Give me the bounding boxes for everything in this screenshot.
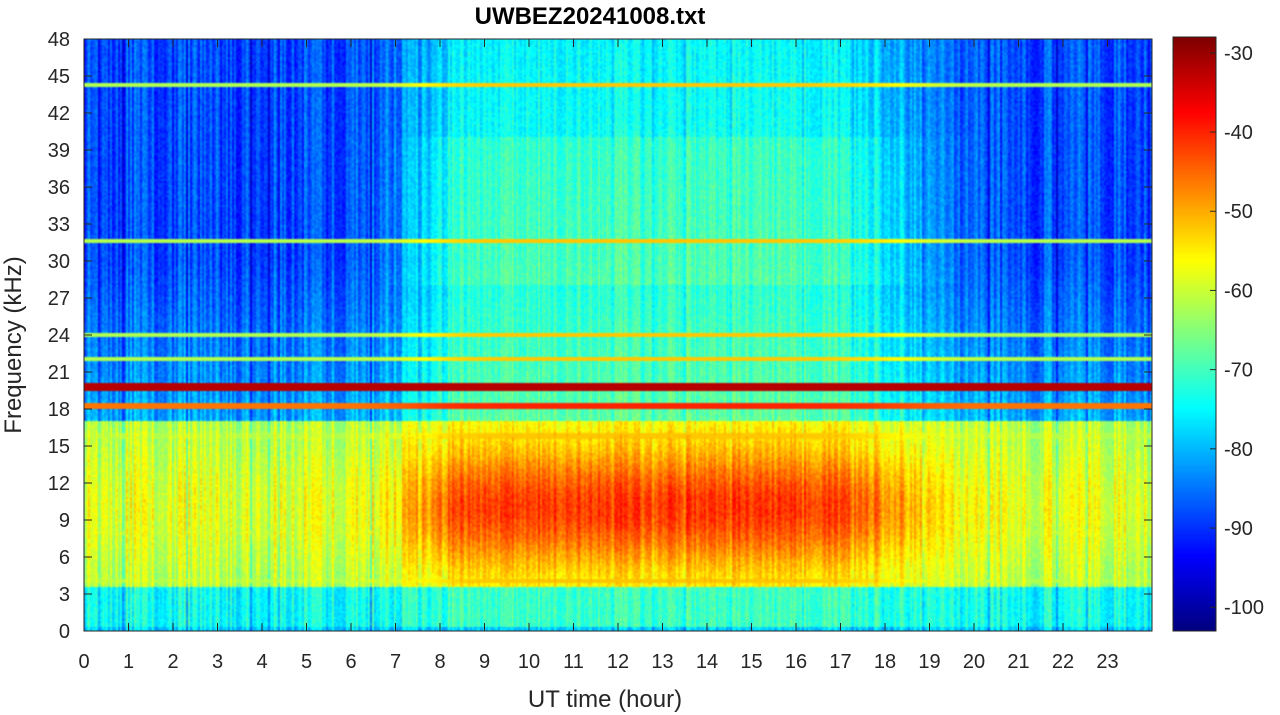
x-tick-label: 10 <box>518 651 540 673</box>
x-tick-label: 11 <box>563 651 584 673</box>
colorbar-axis: -100 -90 -80 -70 -60 -50 -40 -30 <box>1210 43 1264 619</box>
y-tick-label: 18 <box>48 399 70 421</box>
y-tick-label: 45 <box>48 66 70 88</box>
y-tick-label: 33 <box>48 214 70 236</box>
colorbar-tick-label: -40 <box>1224 122 1253 144</box>
x-tick-label: 2 <box>167 651 178 673</box>
x-tick-label: 17 <box>829 651 851 673</box>
x-tick-label: 13 <box>651 651 673 673</box>
x-tick-label: 18 <box>874 651 896 673</box>
y-tick-label: 36 <box>48 177 70 199</box>
x-tick-label: 1 <box>123 651 134 673</box>
y-tick-label: 0 <box>59 621 70 643</box>
colorbar-tick-label: -70 <box>1224 360 1253 382</box>
x-tick-label: 3 <box>212 651 223 673</box>
x-tick-label: 19 <box>918 651 940 673</box>
x-tick-label: 20 <box>963 651 985 673</box>
x-axis: 0 1 2 3 4 5 6 7 8 9 10 11 12 13 14 15 16 17 18 19 20 21 22 23 <box>78 39 1119 673</box>
y-tick-label: 12 <box>48 473 70 495</box>
colorbar-tick-label: -60 <box>1224 280 1253 302</box>
x-axis-label: UT time (hour) <box>528 686 682 713</box>
y-tick-label: 24 <box>48 325 70 347</box>
colorbar-tick-label: -30 <box>1224 43 1253 65</box>
x-tick-label: 7 <box>390 651 401 673</box>
y-tick-label: 21 <box>48 362 70 384</box>
colorbar-tick-label: -100 <box>1224 597 1264 619</box>
x-tick-label: 16 <box>785 651 807 673</box>
colorbar-tick-label: -80 <box>1224 439 1253 461</box>
heatmap-image <box>84 39 1152 631</box>
x-tick-label: 21 <box>1007 651 1029 673</box>
x-tick-label: 12 <box>607 651 629 673</box>
y-tick-label: 6 <box>59 547 70 569</box>
y-tick-label: 30 <box>48 251 70 273</box>
x-tick-label: 22 <box>1052 651 1074 673</box>
colorbar-tick-label: -50 <box>1224 201 1253 223</box>
colorbar <box>1173 37 1216 631</box>
x-tick-label: 9 <box>479 651 490 673</box>
x-tick-label: 6 <box>345 651 356 673</box>
chart-title: UWBEZ20241008.txt <box>475 3 706 30</box>
y-tick-label: 39 <box>48 140 70 162</box>
y-tick-label: 15 <box>48 436 70 458</box>
y-tick-label: 9 <box>59 510 70 532</box>
x-tick-label: 0 <box>78 651 89 673</box>
x-tick-label: 14 <box>696 651 718 673</box>
x-tick-label: 4 <box>256 651 267 673</box>
x-tick-label: 23 <box>1096 651 1118 673</box>
y-tick-label: 48 <box>48 29 70 51</box>
x-tick-label: 8 <box>434 651 445 673</box>
y-tick-label: 42 <box>48 103 70 125</box>
colorbar-tick-label: -90 <box>1224 518 1253 540</box>
y-tick-label: 3 <box>59 584 70 606</box>
y-tick-label: 27 <box>48 288 70 310</box>
y-axis-label: Frequency (kHz) <box>0 256 27 433</box>
x-tick-label: 15 <box>740 651 762 673</box>
colorbar-frame <box>1172 36 1217 632</box>
x-tick-label: 5 <box>301 651 312 673</box>
